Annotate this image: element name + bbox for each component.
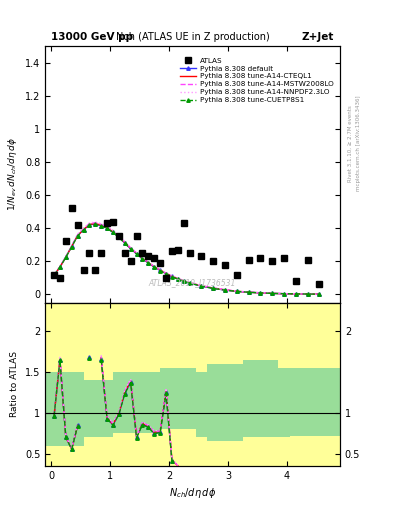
Legend: ATLAS, Pythia 8.308 default, Pythia 8.308 tune-A14-CTEQL1, Pythia 8.308 tune-A14: ATLAS, Pythia 8.308 default, Pythia 8.30…: [177, 55, 336, 106]
Bar: [84, 380, 113, 437]
Text: 13000 GeV pp: 13000 GeV pp: [51, 32, 133, 42]
Bar: [196, 372, 208, 437]
Bar: [208, 364, 231, 441]
Y-axis label: Ratio to ATLAS: Ratio to ATLAS: [10, 351, 19, 417]
Text: Z+Jet: Z+Jet: [302, 32, 334, 42]
Y-axis label: $1/N_{ev}\,dN_{ch}/d\eta\,d\phi$: $1/N_{ev}\,dN_{ch}/d\eta\,d\phi$: [6, 137, 19, 211]
Bar: [113, 372, 160, 433]
X-axis label: $N_{ch}/d\eta\,d\phi$: $N_{ch}/d\eta\,d\phi$: [169, 486, 216, 500]
Text: ATLAS_2019_I1736531: ATLAS_2019_I1736531: [149, 278, 236, 287]
Bar: [290, 368, 314, 436]
Text: Rivet 3.1.10, ≥ 2.7M events: Rivet 3.1.10, ≥ 2.7M events: [348, 105, 353, 182]
Bar: [45, 372, 84, 445]
Bar: [314, 368, 340, 436]
Bar: [243, 360, 278, 437]
Text: mcplots.cern.ch [arXiv:1306.3436]: mcplots.cern.ch [arXiv:1306.3436]: [356, 96, 361, 191]
Text: Nch (ATLAS UE in Z production): Nch (ATLAS UE in Z production): [116, 32, 270, 42]
Bar: [278, 368, 290, 437]
Bar: [231, 364, 243, 441]
Bar: [160, 368, 196, 429]
